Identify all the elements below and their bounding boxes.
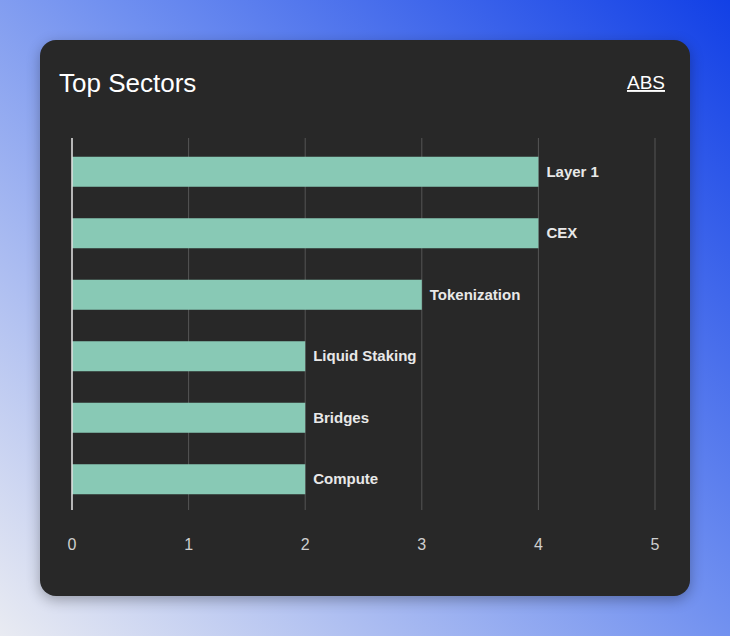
tick-label: 3 xyxy=(417,536,426,553)
category-label: Layer 1 xyxy=(546,163,599,180)
title: Top Sectors xyxy=(59,68,196,98)
bar xyxy=(72,341,305,371)
category-label: CEX xyxy=(546,224,577,241)
tick-label: 2 xyxy=(301,536,310,553)
bar xyxy=(72,403,305,433)
tick-label: 0 xyxy=(68,536,77,553)
grid-line xyxy=(421,138,422,510)
tick-label: 4 xyxy=(534,536,543,553)
bar xyxy=(72,157,538,187)
grid-line xyxy=(72,138,73,510)
bar xyxy=(72,464,305,494)
tick-label: 5 xyxy=(651,536,660,553)
grid-line xyxy=(538,138,539,510)
category-label: Compute xyxy=(313,470,378,487)
bar xyxy=(72,218,538,248)
grid-line xyxy=(188,138,189,510)
category-label: Bridges xyxy=(313,409,369,426)
chart: Top Sectors ABS 0 1 2 3 4 5 Layer 1 CEX Tokenizati… xyxy=(0,0,730,636)
tick-label: 1 xyxy=(184,536,193,553)
card xyxy=(40,40,690,596)
annotation: ABS xyxy=(627,72,665,93)
bars xyxy=(72,157,538,495)
category-label: Liquid Staking xyxy=(313,347,416,364)
bar xyxy=(72,280,422,310)
grid-line xyxy=(305,138,306,510)
axis-line xyxy=(71,138,73,510)
category-label: Tokenization xyxy=(430,286,521,303)
grid-line xyxy=(655,138,656,510)
